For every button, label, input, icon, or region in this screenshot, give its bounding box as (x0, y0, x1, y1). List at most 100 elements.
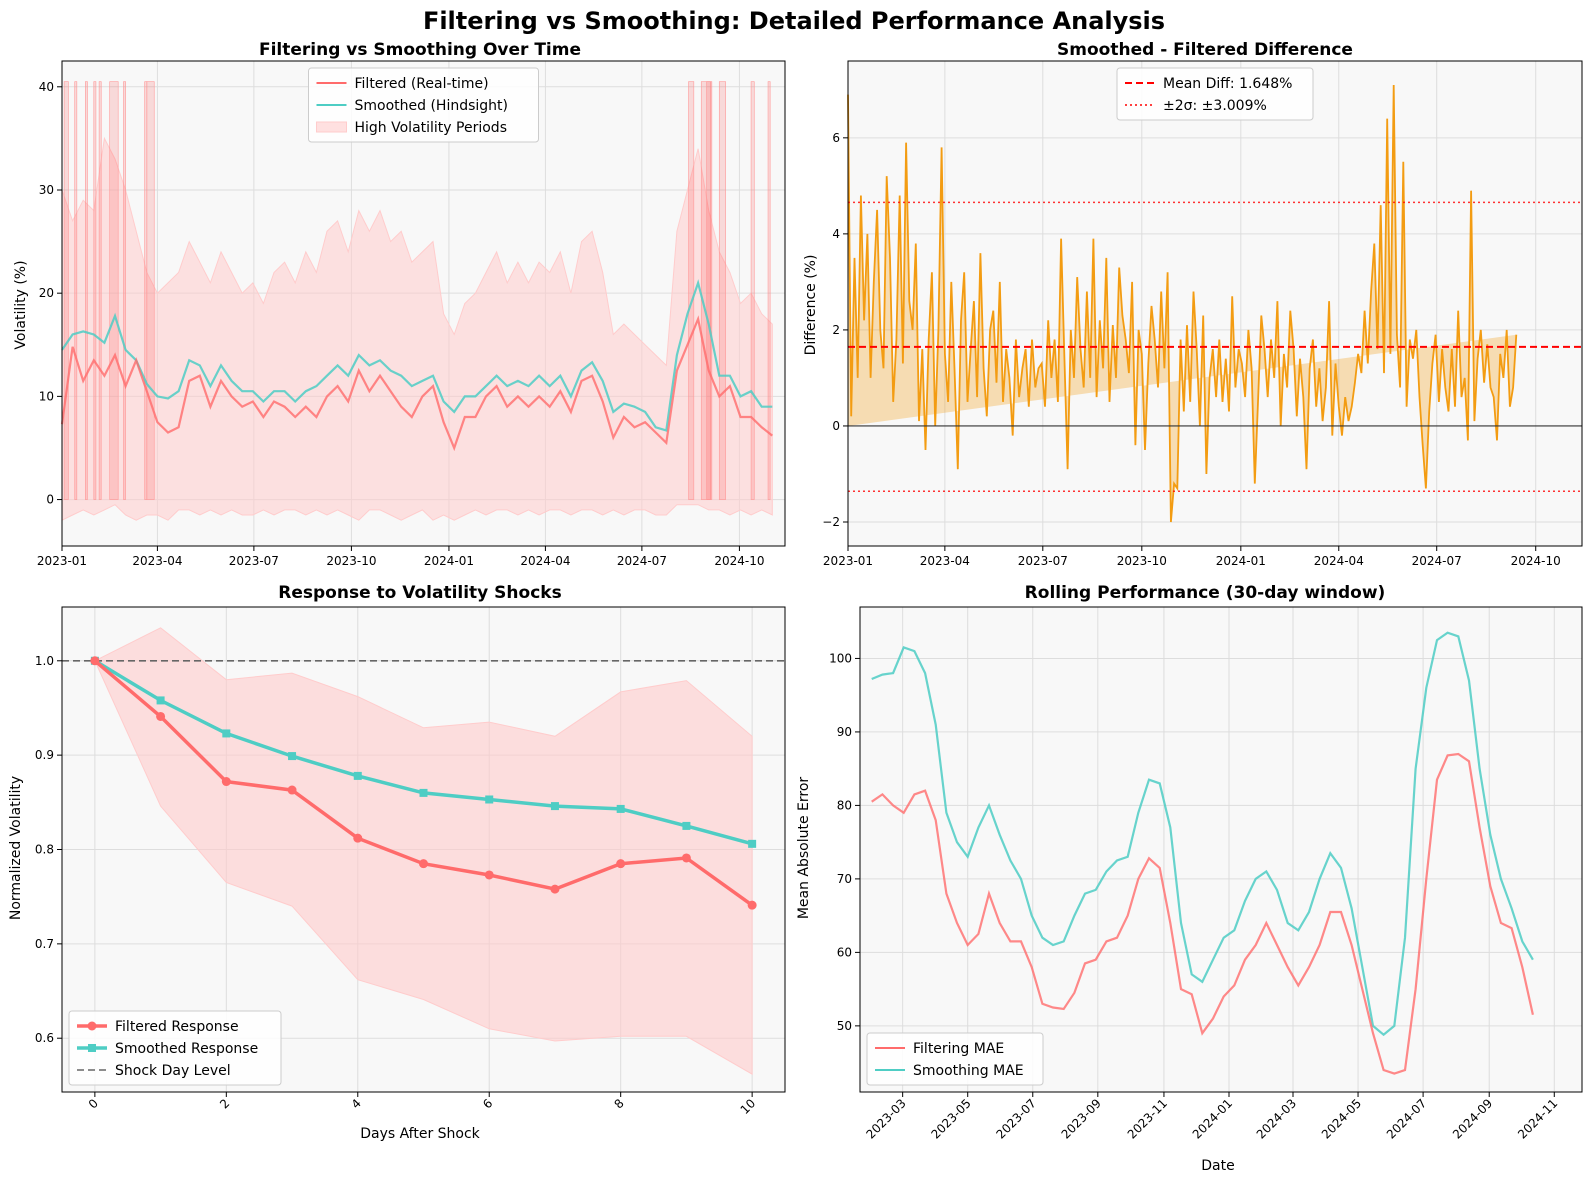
p1-legend-label: Smoothed (Hindsight) (355, 98, 509, 114)
p4-xtick-label: 2024-07 (1384, 1096, 1429, 1141)
p2-legend-label: Mean Diff: 1.648% (1163, 76, 1292, 92)
p3-smoothed-point (419, 788, 428, 797)
p3-xtick-label: 8 (612, 1096, 627, 1111)
p2-xtick-label: 2024-10 (1511, 554, 1561, 568)
p4-smoothing-line (871, 631, 1534, 1037)
p2-ytick-label: −2 (822, 515, 840, 529)
p1-xtick-label: 2023-10 (326, 554, 376, 568)
figure-title: Filtering vs Smoothing: Detailed Perform… (423, 7, 1165, 35)
p1-ytick-label: 0 (46, 493, 54, 507)
p3-legend-label: Smoothed Response (115, 1041, 258, 1057)
p1-ytick-label: 30 (39, 183, 54, 197)
p4-ytick-label: 90 (837, 725, 852, 739)
p4-xtick-label: 2023-05 (928, 1096, 973, 1141)
p1-high-vol-period (750, 81, 755, 500)
p4-legend-box (866, 1032, 1044, 1086)
p1-legend-swatch (316, 121, 347, 133)
p2-xtick-label: 2024-01 (1216, 554, 1266, 568)
p3-filtered-point (353, 833, 363, 843)
p1-xtick-label: 2024-10 (714, 554, 764, 568)
p1-high-vol-period (93, 81, 97, 500)
p2-difference-area (848, 85, 1517, 522)
panel-2-ylabel: Difference (%) (803, 255, 819, 356)
p4-ytick-label: 70 (837, 872, 852, 886)
p2-difference-line (847, 84, 1518, 523)
p3-filtered-point (747, 900, 757, 910)
p1-xtick-label: 2024-04 (520, 554, 570, 568)
p3-ytick-label: 0.7 (35, 937, 54, 951)
p3-xtick-label: 0 (86, 1096, 101, 1111)
p2-legend-label: ±2σ: ±3.009% (1163, 98, 1267, 114)
p2-xtick-label: 2023-01 (823, 554, 873, 568)
p3-smoothed-point (288, 752, 297, 761)
panel-2-title: Smoothed - Filtered Difference (1057, 40, 1353, 60)
p3-smoothed-point (353, 771, 362, 780)
p3-ytick-label: 0.6 (35, 1031, 54, 1045)
p1-legend-box (308, 67, 539, 143)
p2-ytick-label: 2 (832, 323, 840, 337)
p3-smoothed-point (156, 696, 165, 705)
p3-filtered-point (681, 853, 691, 863)
p4-xtick-label: 2024-01 (1190, 1096, 1235, 1141)
p1-high-vol-period (700, 81, 712, 500)
panel-3-plot: 0.6 0.7 0.8 0.9 1.0 0 2 4 6 8 10 (35, 606, 786, 1117)
panel-3-legend: Filtered Response Smoothed Response Shock … (68, 1010, 282, 1086)
p1-high-vol-period (688, 81, 695, 500)
p3-filtered-point (221, 777, 231, 787)
p2-xtick-label: 2024-07 (1412, 554, 1462, 568)
p3-filtered-point (550, 884, 560, 894)
p1-confidence-band (61, 136, 773, 522)
p2-ytick-label: 0 (832, 419, 840, 433)
p2-background (848, 61, 1582, 546)
p1-xtick-label: 2023-01 (37, 554, 87, 568)
panel-4-legend: Filtering MAE Smoothing MAE (866, 1032, 1044, 1086)
panel-4-xlabel: Date (1201, 1158, 1234, 1174)
p1-high-vol-period (109, 81, 119, 500)
p1-ytick-label: 10 (39, 389, 54, 403)
panel-3-title: Response to Volatility Shocks (278, 583, 561, 603)
p3-filtered-point (156, 711, 166, 721)
p1-smoothed-line (61, 279, 773, 432)
p1-high-vol-period (63, 81, 69, 500)
p4-ytick-label: 100 (829, 651, 852, 665)
p2-legend-box (1116, 67, 1314, 121)
p2-xtick-label: 2023-07 (1018, 554, 1068, 568)
p1-high-vol-period (767, 81, 771, 500)
p4-xtick-label: 2023-07 (994, 1096, 1039, 1141)
p4-xtick-label: 2024-11 (1515, 1096, 1560, 1141)
p4-ytick-label: 80 (837, 798, 852, 812)
p3-ytick-label: 1.0 (35, 654, 54, 668)
p1-high-vol-period (144, 81, 148, 500)
p3-xtick-label: 4 (349, 1096, 364, 1111)
p3-frame (61, 606, 786, 1093)
panel-4-ylabel: Mean Absolute Error (796, 777, 812, 920)
p1-frame (61, 60, 786, 547)
p1-high-vol-period (74, 81, 78, 500)
p3-ytick-label: 0.8 (35, 843, 54, 857)
p4-background (860, 607, 1582, 1092)
p1-xtick-label: 2024-07 (617, 554, 667, 568)
panel-2-legend: Mean Diff: 1.648% ±2σ: ±3.009% (1116, 67, 1314, 121)
p1-high-vol-period (146, 81, 155, 500)
panel-4-title: Rolling Performance (30-day window) (1025, 583, 1386, 603)
panel-3-xlabel: Days After Shock (360, 1126, 480, 1142)
p3-smoothed-point (748, 839, 757, 848)
panel-1-ylabel: Volatility (%) (13, 260, 29, 349)
p2-xtick-label: 2023-04 (920, 554, 970, 568)
p3-legend-marker (88, 1044, 96, 1052)
p3-smoothed-point (616, 804, 625, 813)
p3-legend-box (68, 1010, 282, 1086)
p1-high-vol-period (123, 81, 126, 500)
p1-legend-label: High Volatility Periods (355, 120, 507, 136)
p1-xtick-label: 2023-04 (132, 554, 182, 568)
p1-filtered-line (60, 315, 773, 452)
p3-filtered-point (419, 859, 428, 869)
p4-legend-label: Smoothing MAE (913, 1063, 1024, 1079)
p4-frame (859, 606, 1583, 1093)
p1-high-vol-period (98, 81, 102, 500)
p1-high-vol-period (718, 81, 726, 500)
p1-ytick-label: 20 (39, 286, 54, 300)
p4-xtick-label: 2023-11 (1125, 1096, 1170, 1141)
panel-3-ylabel: Normalized Volatility (8, 776, 24, 920)
